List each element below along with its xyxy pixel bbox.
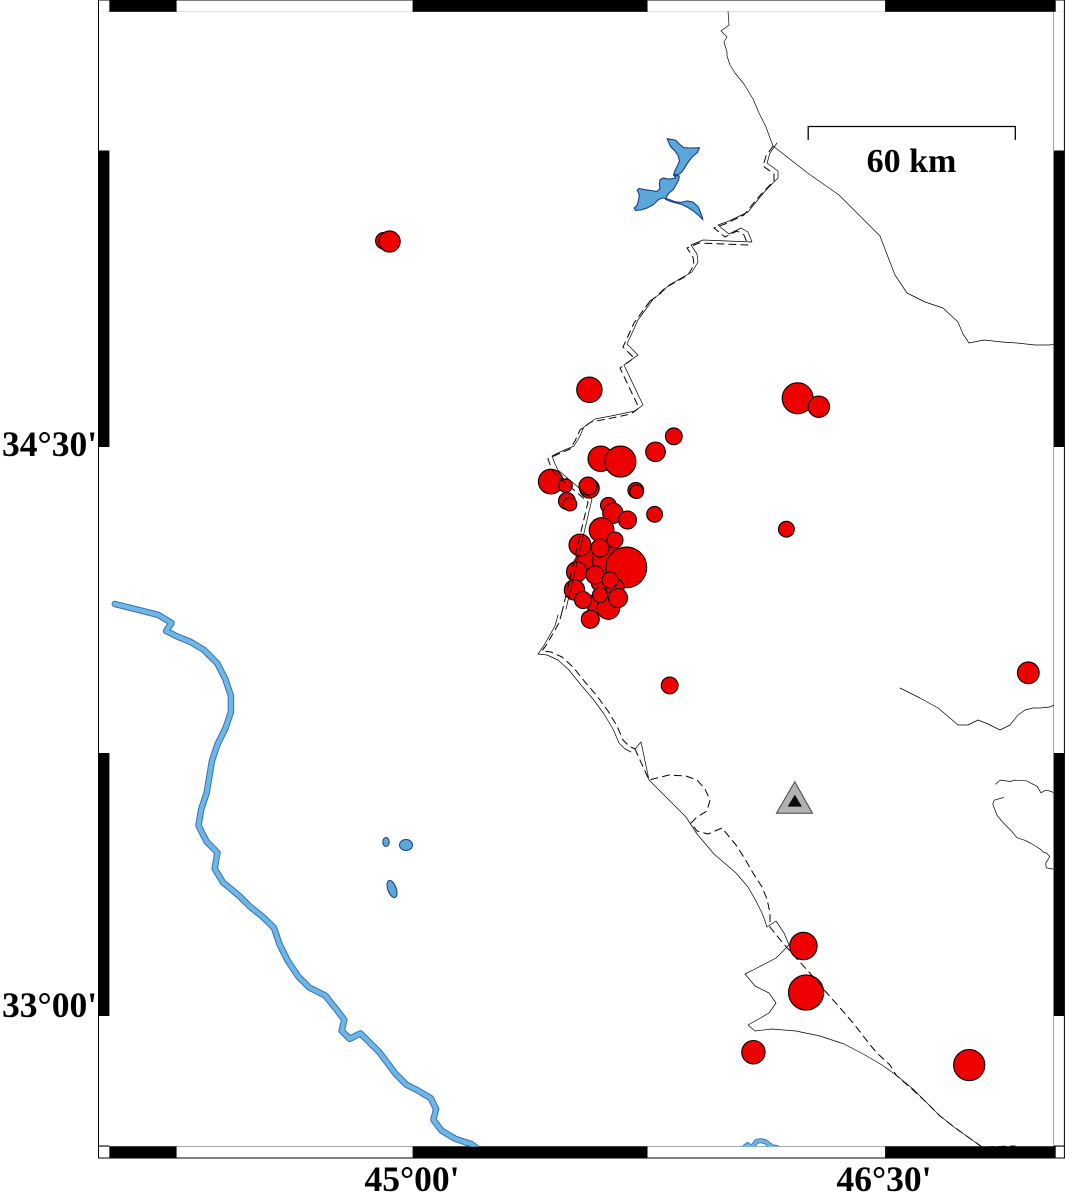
- svg-text:33°00': 33°00': [2, 985, 97, 1025]
- svg-text:60 km: 60 km: [867, 143, 957, 180]
- svg-text:46°30': 46°30': [836, 1159, 931, 1196]
- svg-text:45°00': 45°00': [364, 1159, 459, 1196]
- svg-text:34°30': 34°30': [2, 424, 97, 464]
